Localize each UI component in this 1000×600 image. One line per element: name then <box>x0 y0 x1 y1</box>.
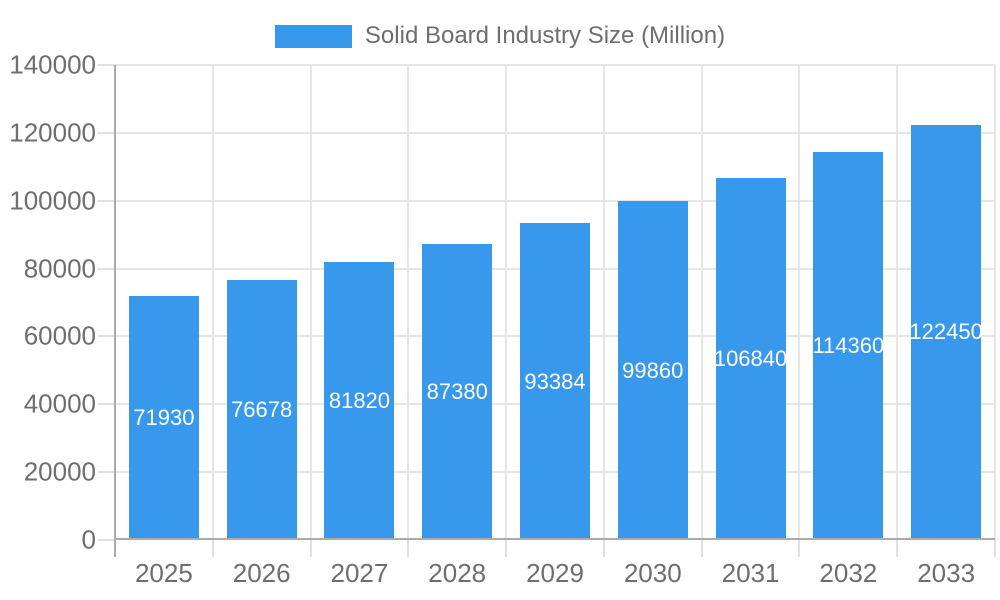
bar-2025[interactable] <box>128 295 199 540</box>
y-tick-label: 100000 <box>9 185 96 216</box>
bar-value-label: 106840 <box>713 345 788 371</box>
y-tick <box>98 335 115 338</box>
bar-value-label: 122450 <box>909 319 983 345</box>
y-tick-label: 20000 <box>23 456 96 487</box>
x-tick-label: 2030 <box>623 558 682 588</box>
x-tick-label: 2027 <box>330 558 389 588</box>
y-tick <box>98 471 115 474</box>
bar-2029[interactable] <box>520 223 590 540</box>
bar-2030[interactable] <box>617 201 688 540</box>
v-gridline <box>505 65 508 540</box>
h-gridline <box>115 199 995 202</box>
x-tick <box>798 540 801 557</box>
y-tick-label: 80000 <box>23 253 96 284</box>
x-tick-label: 2025 <box>134 558 193 588</box>
bar-value-label: 87380 <box>426 378 488 404</box>
x-tick <box>309 540 312 557</box>
y-tick <box>98 403 115 406</box>
x-tick <box>407 540 410 557</box>
bar-value-label: 81820 <box>328 388 391 414</box>
legend-label: Solid Board Industry Size (Million) <box>364 22 726 49</box>
x-axis-line <box>115 538 995 540</box>
bar-2033[interactable] <box>911 124 982 540</box>
legend-swatch <box>274 24 352 48</box>
x-tick <box>700 540 703 557</box>
y-tick <box>98 267 115 270</box>
y-tick-label: 140000 <box>9 49 96 80</box>
x-tick <box>896 540 899 557</box>
v-gridline <box>602 65 605 540</box>
bar-2026[interactable] <box>226 279 297 540</box>
v-gridline <box>309 65 312 540</box>
bar-2031[interactable] <box>715 177 786 540</box>
bar-value-label: 114360 <box>812 332 885 358</box>
h-gridline <box>115 131 995 134</box>
x-tick-label: 2032 <box>819 558 878 588</box>
x-tick-label: 2026 <box>232 558 291 588</box>
y-tick <box>98 539 115 541</box>
y-tick-label: 40000 <box>23 388 96 419</box>
bar-value-label: 93384 <box>524 368 586 394</box>
y-tick-label: 0 <box>81 524 96 555</box>
bar-2032[interactable] <box>813 152 884 540</box>
x-tick-label: 2033 <box>917 558 976 588</box>
y-axis-line <box>114 65 116 557</box>
legend[interactable]: Solid Board Industry Size (Million) <box>0 22 1000 50</box>
bar-value-label: 71930 <box>133 404 195 430</box>
y-tick-label: 120000 <box>9 117 96 148</box>
plot-area: 0 20000 40000 60000 80000 100000 120000 140000 7… <box>9 50 996 588</box>
x-tick-label: 2029 <box>526 558 584 588</box>
bar-value-label: 76678 <box>231 396 293 422</box>
x-tick <box>602 540 605 557</box>
y-tick <box>98 199 115 202</box>
v-gridline <box>798 65 801 540</box>
y-tick-label: 60000 <box>23 320 96 351</box>
v-gridline <box>407 65 410 540</box>
h-gridline <box>115 64 995 66</box>
x-tick <box>211 540 214 557</box>
x-tick-label: 2031 <box>721 558 780 588</box>
v-gridline <box>700 65 703 540</box>
bar-2027[interactable] <box>324 262 395 540</box>
v-gridline <box>211 65 214 540</box>
x-tick <box>994 540 996 557</box>
x-tick-label: 2028 <box>428 558 487 588</box>
v-gridline <box>896 65 899 540</box>
bar-2028[interactable] <box>422 243 493 540</box>
v-gridline <box>994 65 996 540</box>
y-tick <box>98 131 115 134</box>
bar-value-label: 99860 <box>622 357 684 383</box>
y-tick <box>98 64 115 66</box>
x-tick <box>505 540 508 557</box>
